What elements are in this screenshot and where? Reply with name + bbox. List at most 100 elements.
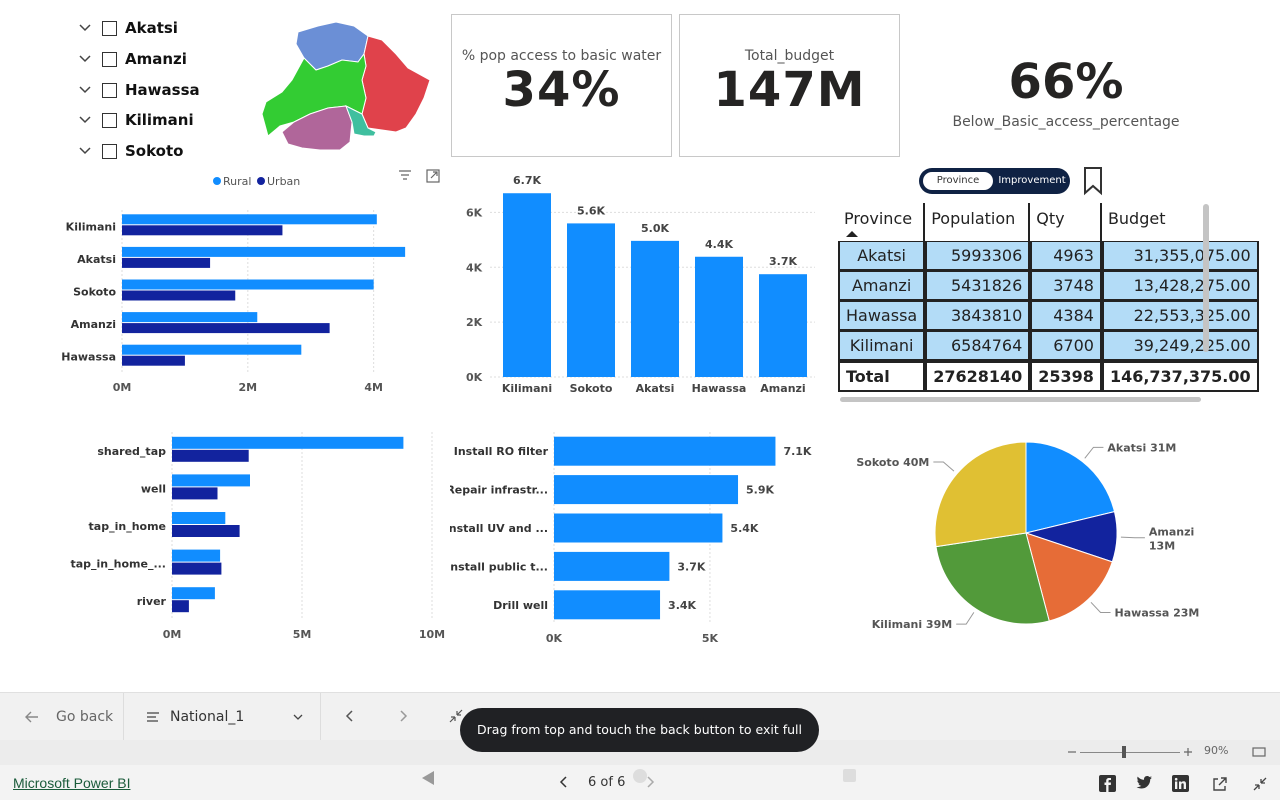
chevron-down-icon[interactable] xyxy=(78,83,92,97)
linkedin-icon[interactable] xyxy=(1172,775,1189,792)
improvement-chart[interactable]: 0K 5K Install RO filter 7.1K Repair infrast… xyxy=(450,420,840,660)
province-map[interactable] xyxy=(258,18,434,156)
bar-rural[interactable] xyxy=(122,344,302,355)
zoom-slider[interactable] xyxy=(1080,752,1180,753)
column[interactable] xyxy=(759,274,807,377)
qty-province-column-chart[interactable]: 0K 2K 4K 6K 6.7K Kilimani 5.6K Sokoto 5.0K Akats… xyxy=(445,170,830,405)
bar-rural[interactable] xyxy=(172,474,250,487)
pie-slice[interactable] xyxy=(1025,532,1113,622)
bar[interactable] xyxy=(554,551,670,581)
pie-slice[interactable] xyxy=(1025,441,1116,534)
focus-mode-icon[interactable] xyxy=(426,169,440,183)
chevron-down-icon[interactable] xyxy=(78,113,92,127)
previous-page-icon[interactable] xyxy=(343,709,357,723)
zoom-in-icon[interactable] xyxy=(1182,746,1194,758)
table-vertical-scrollbar[interactable] xyxy=(1203,204,1209,352)
bar-urban[interactable] xyxy=(172,600,189,613)
bar[interactable] xyxy=(554,475,739,505)
map-region-south[interactable] xyxy=(345,104,377,137)
toggle-improvement[interactable]: Improvement xyxy=(998,175,1066,186)
header-province[interactable]: Province xyxy=(838,203,926,241)
checkbox[interactable] xyxy=(102,82,117,98)
bar-urban[interactable] xyxy=(122,257,211,268)
power-bi-link[interactable]: Microsoft Power BI xyxy=(13,775,131,791)
zoom-slider-thumb[interactable] xyxy=(1122,746,1126,758)
checkbox[interactable] xyxy=(102,143,117,159)
go-back-button[interactable]: Go back xyxy=(24,693,113,740)
column[interactable] xyxy=(631,240,679,377)
bar[interactable] xyxy=(554,436,776,466)
bar-urban[interactable] xyxy=(172,562,222,575)
bar-rural[interactable] xyxy=(122,279,374,290)
bar-urban[interactable] xyxy=(122,323,330,334)
province-matrix[interactable]: Province Population Qty Budget Akatsi 59… xyxy=(838,203,1259,392)
exit-fullscreen-icon[interactable] xyxy=(1253,777,1267,791)
table-total-row[interactable]: Total 27628140 25398 146,737,375.00 xyxy=(838,361,1259,392)
toggle-province[interactable]: Province xyxy=(923,172,993,190)
bar-rural[interactable] xyxy=(122,312,258,323)
next-page-icon[interactable] xyxy=(644,775,656,789)
header-qty[interactable]: Qty xyxy=(1030,203,1102,241)
chevron-down-icon[interactable] xyxy=(78,144,92,158)
twitter-icon[interactable] xyxy=(1135,775,1153,791)
table-row[interactable]: Hawassa 3843810 4384 22,553,325.00 xyxy=(838,301,1259,331)
checkbox[interactable] xyxy=(102,112,117,128)
column[interactable] xyxy=(695,256,743,377)
fit-to-page-icon[interactable] xyxy=(1252,745,1266,759)
table-row[interactable]: Amanzi 5431826 3748 13,428,275.00 xyxy=(838,271,1259,301)
pie-slice[interactable] xyxy=(935,532,1050,625)
share-icon[interactable] xyxy=(1212,776,1228,792)
next-page-icon[interactable] xyxy=(396,709,410,723)
slicer-item[interactable]: Kilimani xyxy=(78,108,194,132)
bar-urban[interactable] xyxy=(172,449,249,462)
page-select-dropdown[interactable]: National_1 xyxy=(146,693,306,740)
table-row[interactable]: Akatsi 5993306 4963 31,355,075.00 xyxy=(838,241,1259,271)
bar-rural[interactable] xyxy=(122,246,406,257)
header-population[interactable]: Population xyxy=(925,203,1031,241)
bar[interactable] xyxy=(554,513,723,543)
kpi-card-water-access[interactable]: % pop access to basic water 34% xyxy=(451,14,672,157)
view-toggle[interactable]: Province Improvement xyxy=(919,168,1070,194)
pie-slice[interactable] xyxy=(934,441,1027,548)
slicer-item[interactable]: Hawassa xyxy=(78,78,200,102)
exit-fullscreen-icon[interactable] xyxy=(449,709,463,723)
bar-rural[interactable] xyxy=(172,436,404,449)
kpi-card-total-budget[interactable]: Total_budget 147M xyxy=(679,14,900,157)
filter-icon[interactable] xyxy=(399,170,411,180)
budget-pie-chart[interactable]: Akatsi 31M Amanzi 13M Hawassa 23M Kilimani 3… xyxy=(845,425,1225,655)
bar-rural[interactable] xyxy=(172,512,226,524)
map-region-southwest[interactable] xyxy=(281,105,353,151)
bar-urban[interactable] xyxy=(122,290,236,301)
table-row[interactable]: Kilimani 6584764 6700 39,249,225.00 xyxy=(838,331,1259,361)
android-recents-icon[interactable] xyxy=(843,769,856,782)
column[interactable] xyxy=(567,223,615,377)
bar-urban[interactable] xyxy=(122,225,283,236)
chevron-down-icon[interactable] xyxy=(78,21,92,35)
chevron-down-icon[interactable] xyxy=(78,52,92,66)
table-horizontal-scrollbar[interactable] xyxy=(840,397,1201,402)
column[interactable] xyxy=(503,193,551,377)
header-budget[interactable]: Budget xyxy=(1107,209,1166,228)
slicer-item[interactable]: Amanzi xyxy=(78,47,187,71)
previous-page-icon[interactable] xyxy=(558,775,570,789)
android-back-icon[interactable] xyxy=(420,770,436,786)
bar-rural[interactable] xyxy=(172,587,215,600)
bar-rural[interactable] xyxy=(122,214,377,225)
bookmark-icon[interactable] xyxy=(1081,166,1105,196)
slicer-item[interactable]: Akatsi xyxy=(78,16,178,40)
android-home-icon[interactable] xyxy=(633,769,647,783)
bar-urban[interactable] xyxy=(172,487,218,500)
sort-asc-icon[interactable] xyxy=(846,229,858,239)
zoom-out-icon[interactable] xyxy=(1066,746,1078,758)
kpi-card-below-basic[interactable]: 66% Below_Basic_access_percentage xyxy=(940,50,1192,130)
bar-rural[interactable] xyxy=(172,549,221,562)
checkbox[interactable] xyxy=(102,20,117,36)
facebook-icon[interactable] xyxy=(1099,775,1116,792)
bar[interactable] xyxy=(554,590,661,620)
bar-urban[interactable] xyxy=(172,525,240,537)
bar-urban[interactable] xyxy=(122,355,185,366)
rural-urban-province-chart[interactable]: Rural Urban 0M 2M 4M Kilimani Akatsi Sokoto A… xyxy=(60,165,445,405)
slicer-item[interactable]: Sokoto xyxy=(78,139,183,163)
map-region-east[interactable] xyxy=(361,35,431,133)
